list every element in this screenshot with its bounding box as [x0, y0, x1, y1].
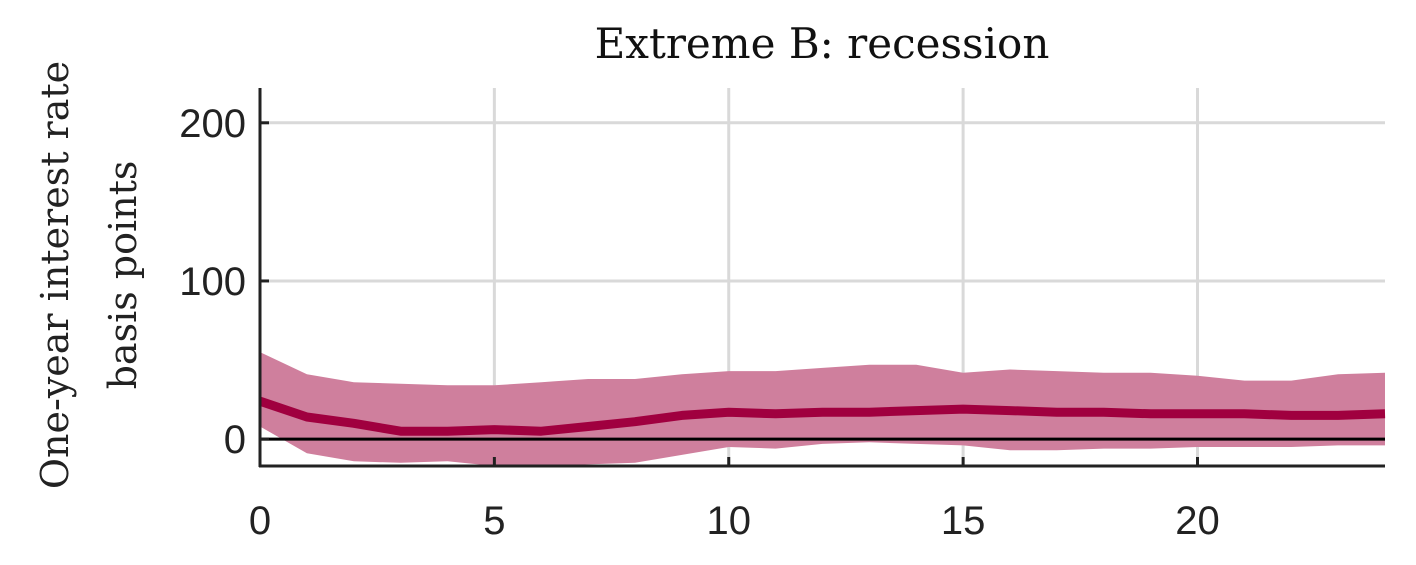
y-tick-label-200: 200: [179, 102, 246, 146]
axes: [258, 88, 1385, 468]
x-tick-label-5: 5: [483, 499, 505, 543]
x-tick-label-20: 20: [1175, 499, 1220, 543]
y-axis-label-line-1: One-year interest rate: [33, 61, 77, 489]
y-axis-label-line-2: basis points: [101, 161, 145, 390]
chart-title: Extreme B: recession: [595, 19, 1050, 68]
y-tick-label-100: 100: [179, 260, 246, 304]
tick-labels: 0 100 200 0 5 10 15 20: [179, 102, 1220, 543]
y-tick-label-0: 0: [224, 418, 246, 462]
x-tick-label-10: 10: [707, 499, 752, 543]
x-tick-label-0: 0: [249, 499, 271, 543]
x-tick-label-15: 15: [941, 499, 986, 543]
